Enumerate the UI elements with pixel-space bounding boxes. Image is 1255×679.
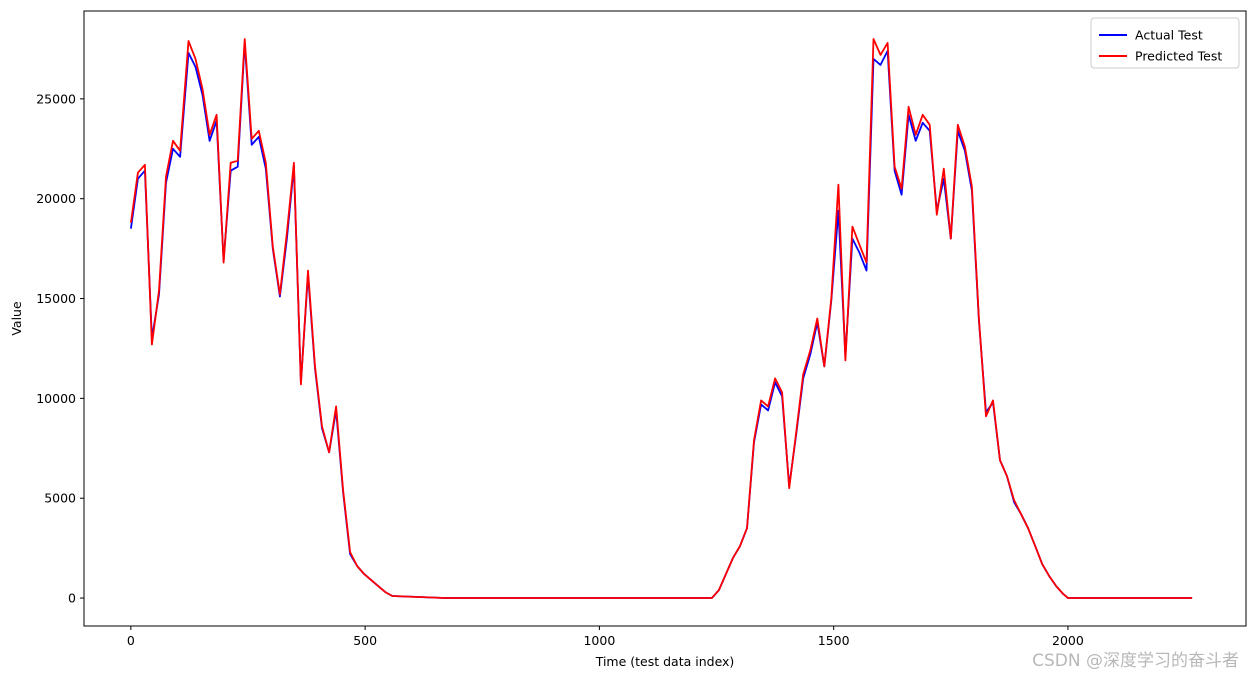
legend-box <box>1090 17 1240 69</box>
y-tick-label: 25000 <box>36 91 76 106</box>
y-tick-label: 5000 <box>44 491 76 506</box>
y-tick-label: 10000 <box>36 391 76 406</box>
x-tick-label: 2000 <box>1052 633 1084 648</box>
series-line-2 <box>130 38 1193 599</box>
x-tick-label: 1000 <box>583 633 615 648</box>
series-line-1 <box>130 42 1193 599</box>
y-tick-label: 15000 <box>36 291 76 306</box>
y-tick-label: 0 <box>68 591 76 606</box>
y-axis-ticks: 0 5000 10000 15000 20000 25000 <box>36 91 84 606</box>
plot-lines <box>130 38 1193 599</box>
legend-entry-label: Predicted Test <box>1135 49 1222 64</box>
legend-entry-label: Actual Test <box>1135 28 1203 43</box>
x-axis-label: Time (test data index) <box>595 654 735 669</box>
x-tick-label: 500 <box>353 633 377 648</box>
x-axis-ticks: 0 500 1000 1500 2000 <box>127 626 1084 648</box>
legend: Actual Test Predicted Test <box>1090 17 1240 69</box>
x-tick-label: 0 <box>127 633 135 648</box>
y-axis-label: Value <box>9 301 24 336</box>
watermark-text: CSDN @深度学习的奋斗者 <box>1032 651 1239 671</box>
plot-frame <box>83 10 1247 627</box>
y-tick-label: 20000 <box>36 191 76 206</box>
x-tick-label: 1500 <box>818 633 850 648</box>
